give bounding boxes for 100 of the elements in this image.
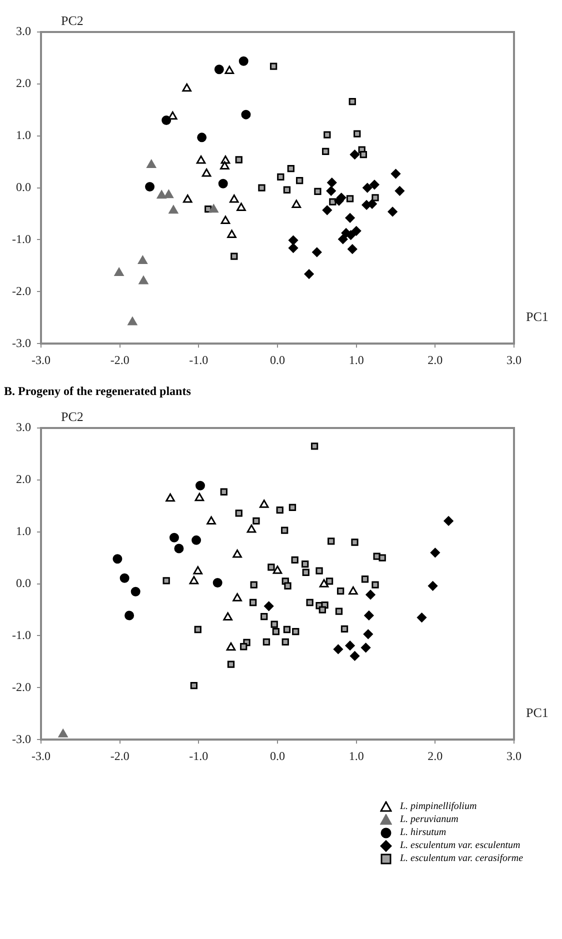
point: [227, 230, 236, 238]
point: [202, 168, 212, 177]
point: [329, 198, 336, 206]
point: [224, 66, 234, 74]
y-tick-label: 1.0: [16, 524, 31, 538]
y-tick-label: 3.0: [16, 420, 31, 434]
point: [220, 216, 230, 224]
point: [322, 205, 332, 215]
x-tick-label: 0.0: [270, 748, 285, 763]
y-tick-label: 1.0: [16, 128, 31, 142]
point: [214, 64, 224, 74]
x-tick-label: -3.0: [31, 352, 50, 367]
x-tick-label: -2.0: [110, 352, 130, 367]
point: [282, 638, 289, 646]
point: [372, 194, 379, 202]
x-tick-label: -1.0: [189, 748, 208, 763]
point: [316, 567, 323, 574]
point: [428, 581, 438, 591]
point: [348, 98, 356, 106]
point: [194, 492, 204, 502]
point: [277, 173, 284, 180]
point: [145, 182, 155, 192]
y-tick-label: 2.0: [16, 472, 31, 486]
point: [288, 236, 298, 246]
point: [169, 532, 179, 542]
point: [304, 269, 314, 279]
point: [235, 156, 242, 164]
point: [281, 526, 288, 534]
x-tick-label: -3.0: [31, 748, 50, 763]
point: [262, 638, 270, 646]
point: [130, 586, 140, 596]
point: [302, 560, 309, 568]
point: [250, 581, 258, 588]
point: [272, 628, 280, 636]
x-tick-label: 1.0: [348, 352, 364, 367]
point: [195, 480, 205, 490]
x-tick-label: -1.0: [189, 352, 208, 367]
point: [164, 190, 174, 198]
legend-label: L. hirsutum: [400, 826, 446, 839]
x-tick-label: 2.0: [428, 748, 443, 763]
y-tick-label: -2.0: [12, 680, 31, 694]
point: [230, 252, 238, 260]
point: [246, 524, 256, 533]
point: [335, 608, 343, 615]
point: [241, 110, 251, 120]
point: [360, 150, 368, 158]
x-tick-label: 1.0: [348, 748, 364, 763]
point: [156, 190, 166, 199]
point: [259, 500, 269, 508]
point: [138, 256, 148, 264]
point: [345, 640, 355, 650]
legend-label: L. esculentum var. esculentum: [400, 839, 520, 852]
point: [312, 247, 322, 257]
point: [324, 131, 331, 138]
point: [58, 729, 68, 738]
point: [378, 554, 386, 562]
point: [288, 504, 296, 512]
point: [114, 268, 124, 276]
y-tick-label: 0.0: [16, 180, 31, 194]
point: [348, 586, 358, 595]
legend-label: L. peruvianum: [400, 813, 458, 826]
point: [388, 206, 398, 216]
point: [229, 194, 239, 203]
point: [346, 195, 354, 202]
point: [284, 582, 292, 590]
x-tick-label: 3.0: [506, 352, 522, 367]
point: [220, 488, 228, 496]
x-axis-title: PC1: [526, 309, 548, 324]
x-tick-label: 2.0: [428, 352, 443, 367]
point: [197, 132, 207, 142]
point: [363, 629, 373, 639]
point: [112, 554, 122, 564]
point: [350, 651, 360, 661]
point: [326, 578, 334, 585]
x-tick-label: -2.0: [110, 748, 130, 763]
point: [352, 226, 362, 236]
point: [444, 516, 454, 526]
y-tick-label: -1.0: [12, 232, 31, 246]
point: [310, 442, 318, 450]
point: [212, 578, 222, 588]
point: [206, 516, 216, 524]
point: [128, 317, 138, 326]
point: [351, 538, 358, 546]
point: [326, 186, 336, 196]
point: [258, 184, 266, 192]
point: [182, 194, 192, 203]
point: [252, 517, 260, 525]
point: [361, 642, 371, 652]
point: [370, 180, 380, 190]
point: [314, 188, 322, 196]
point: [292, 628, 300, 636]
y-tick-label: 0.0: [16, 576, 31, 590]
point: [354, 130, 361, 138]
point: [319, 579, 329, 588]
point: [249, 598, 257, 606]
point: [345, 213, 355, 223]
y-tick-label: 2.0: [16, 76, 31, 90]
x-tick-label: 0.0: [270, 352, 285, 367]
point: [189, 576, 199, 584]
point: [260, 612, 268, 620]
